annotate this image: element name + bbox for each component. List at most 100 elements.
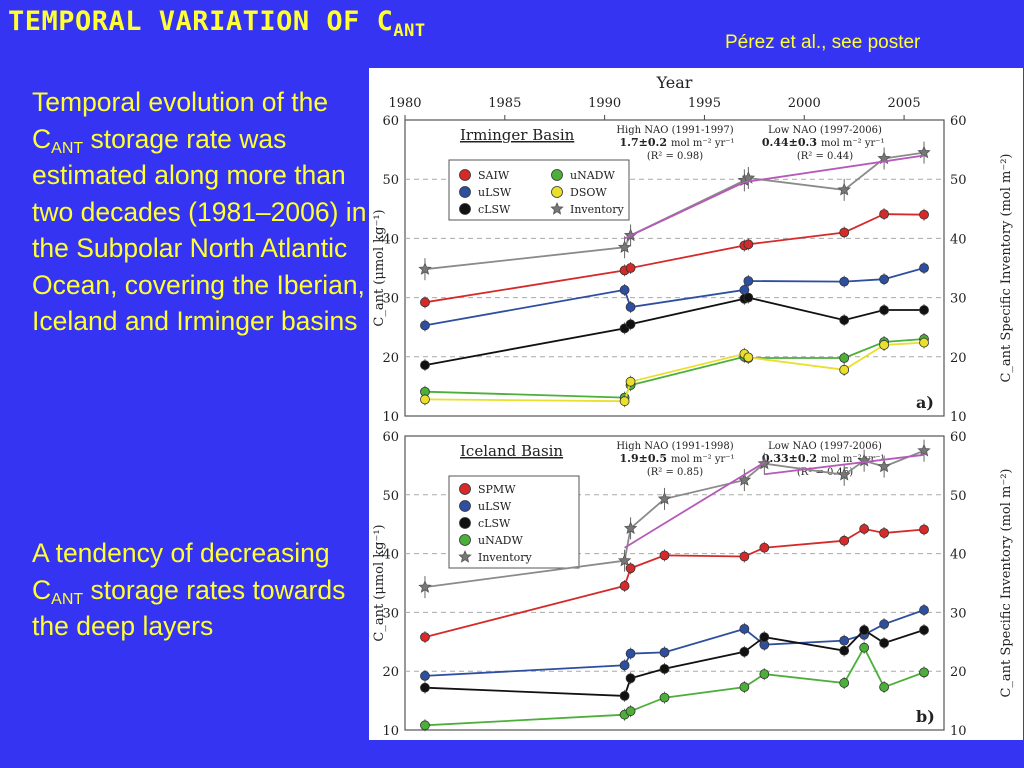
nao-annotation-rate: 1.7±0.2 <box>620 136 668 149</box>
data-point <box>659 692 670 703</box>
legend-marker <box>551 186 563 198</box>
legend-label: Inventory <box>570 203 625 216</box>
para1-text-after: storage rate was estimated along more th… <box>32 123 367 337</box>
legend-label: uNADW <box>570 169 615 182</box>
data-point <box>859 524 870 534</box>
trend-line <box>764 453 925 476</box>
description-paragraph-1: Temporal evolution of the CANT storage r… <box>32 84 367 340</box>
data-point <box>919 667 929 678</box>
data-point <box>743 352 754 363</box>
data-point <box>617 240 632 253</box>
data-point <box>420 320 430 331</box>
data-point <box>619 285 630 295</box>
para2-subscript: ANT <box>51 590 84 608</box>
legend-marker <box>459 203 471 215</box>
data-point <box>420 682 430 693</box>
y-tick-label-right: 30 <box>950 292 967 307</box>
data-point <box>839 645 850 656</box>
y-tick-label-left: 10 <box>382 724 399 739</box>
nao-annotation-title: Low NAO (1997-2006) <box>768 441 882 452</box>
legend-marker <box>459 517 471 529</box>
data-point <box>625 376 636 387</box>
trend-line <box>624 461 765 549</box>
data-point <box>839 678 850 688</box>
data-point <box>739 646 750 657</box>
panel-label: a) <box>916 393 934 412</box>
legend-marker <box>459 186 471 198</box>
y-tick-label-right: 50 <box>950 489 967 504</box>
y-tick-label-left: 20 <box>382 351 399 366</box>
data-point <box>619 396 630 407</box>
nao-annotation-rate: 0.33±0.2 <box>762 452 817 465</box>
data-point <box>839 227 850 238</box>
nao-annotation-title: High NAO (1991-1998) <box>616 441 733 452</box>
x-tick-label: 2000 <box>788 96 821 111</box>
data-point <box>879 638 890 648</box>
data-point <box>919 625 929 635</box>
y-axis-title-right: C_ant Specific Inventory (mol m⁻²) <box>999 468 1014 697</box>
data-point <box>623 521 638 535</box>
x-tick-label: 1985 <box>488 96 521 111</box>
data-point <box>839 276 850 287</box>
y-tick-label-left: 60 <box>382 114 399 129</box>
legend-marker <box>459 534 471 546</box>
y-tick-label-left: 20 <box>382 665 399 680</box>
x-axis-title: Year <box>656 73 693 92</box>
data-point <box>839 315 850 325</box>
y-tick-label-right: 20 <box>950 665 967 680</box>
slide-title-main: TEMPORAL VARIATION OF C <box>8 6 394 37</box>
data-point <box>759 632 770 642</box>
legend-label: SPMW <box>478 483 516 496</box>
data-point <box>879 619 890 630</box>
data-point <box>625 648 636 659</box>
data-point <box>839 364 850 375</box>
data-point <box>420 671 430 681</box>
y-tick-label-left: 30 <box>382 606 399 621</box>
data-point <box>879 305 890 315</box>
legend-marker <box>458 549 472 563</box>
data-point <box>418 580 432 593</box>
y-tick-label-left: 40 <box>382 548 399 563</box>
data-point <box>839 353 850 363</box>
nao-annotation-unit: mol m⁻² yr⁻¹ <box>671 138 735 149</box>
data-point <box>879 209 890 220</box>
para2-text-after: storage rates towards the deep layers <box>32 574 346 642</box>
data-point <box>743 292 754 303</box>
data-point <box>659 663 670 674</box>
para2-text-before: A tendency of decreasing C <box>32 538 330 605</box>
slide-title-subscript: ANT <box>393 21 426 41</box>
series-line <box>424 628 925 697</box>
legend-label: SAIW <box>478 169 510 182</box>
legend-marker <box>459 483 471 495</box>
legend-label: uLSW <box>478 186 512 199</box>
y-tick-label-right: 60 <box>950 430 967 445</box>
y-tick-label-left: 50 <box>382 489 399 504</box>
y-tick-label-left: 60 <box>382 430 399 445</box>
data-point <box>619 581 630 591</box>
data-point <box>837 467 851 481</box>
para1-subscript: ANT <box>51 139 84 157</box>
series-line <box>424 527 925 638</box>
y-tick-label-right: 20 <box>950 351 967 366</box>
nao-annotation-rate: 0.44±0.3 <box>762 136 817 149</box>
legend-label: DSOW <box>570 186 607 199</box>
data-point <box>739 623 750 634</box>
x-tick-label: 2005 <box>888 96 921 111</box>
nao-annotation-title: Low NAO (1997-2006) <box>768 125 882 136</box>
slide-title: TEMPORAL VARIATION OF CANT <box>8 6 426 41</box>
legend-label: cLSW <box>478 203 511 216</box>
y-tick-label-right: 30 <box>950 606 967 621</box>
data-point <box>619 690 630 701</box>
data-point <box>879 528 890 538</box>
nao-annotation-unit: mol m⁻² yr⁻¹ <box>821 454 885 465</box>
legend-label: uNADW <box>478 534 523 547</box>
legend-marker <box>550 201 564 215</box>
legend-label: uLSW <box>478 500 512 513</box>
data-point <box>879 682 890 692</box>
data-point <box>657 491 672 505</box>
data-point <box>919 263 929 273</box>
data-point <box>420 720 430 731</box>
data-point <box>420 394 430 405</box>
data-point <box>919 605 929 615</box>
nao-annotation-title: High NAO (1991-1997) <box>616 125 733 136</box>
